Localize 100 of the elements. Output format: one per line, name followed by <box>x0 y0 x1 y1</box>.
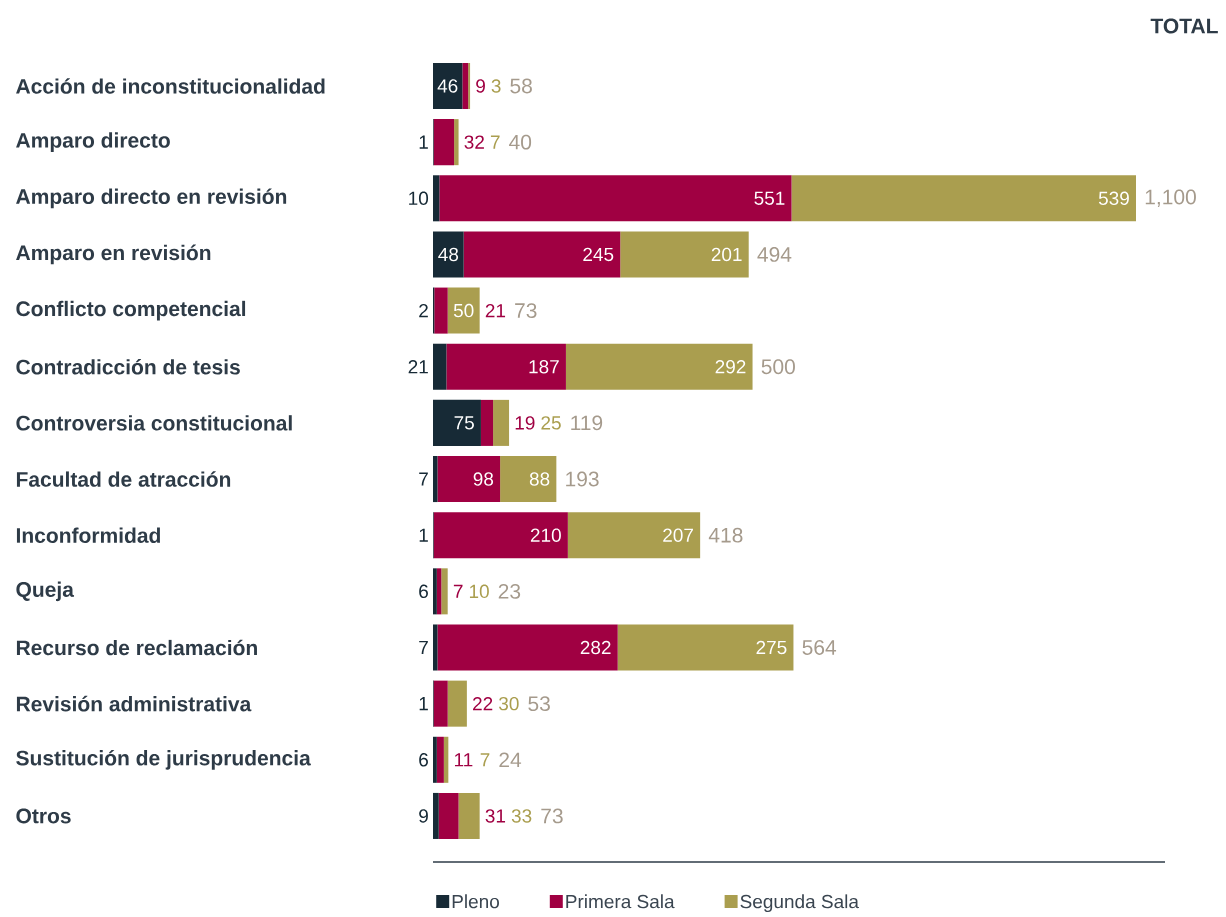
total-label: 1,100 <box>1145 189 1196 207</box>
data-label: 30 <box>499 696 519 711</box>
data-label: 275 <box>756 640 787 655</box>
data-label: 539 <box>1098 191 1129 206</box>
total-label: 119 <box>571 415 603 431</box>
y-tick-label: Amparo directo en revisión <box>16 188 287 209</box>
bar <box>454 119 459 166</box>
data-label: 6 <box>419 584 428 599</box>
total-label: 193 <box>566 471 599 487</box>
bar <box>493 399 510 446</box>
bar <box>437 624 618 671</box>
text: TOTAL <box>1150 18 1218 34</box>
bar <box>433 231 464 278</box>
y-tick-label: Inconformidad <box>16 527 160 543</box>
y-tick-label: Controversia constitucional <box>16 415 292 431</box>
data-label: 551 <box>754 191 785 205</box>
bar <box>437 456 501 503</box>
bar <box>433 792 439 839</box>
data-label: 50 <box>453 303 474 318</box>
bar <box>446 343 566 390</box>
data-label: 48 <box>438 247 459 262</box>
y-tick-label: Acción de inconstitucionalidad <box>16 78 325 94</box>
legend-label: Pleno <box>452 894 499 909</box>
data-label: 11 <box>454 753 473 767</box>
y-tick-label: Amparo en revisión <box>16 244 211 265</box>
y-tick-label: Contradicción de tesis <box>16 358 240 375</box>
y-tick-label: Facultad de atracción <box>16 471 231 487</box>
y-tick-label: Queja <box>16 581 75 602</box>
bar <box>447 287 480 334</box>
bar <box>436 736 444 783</box>
data-label: 9 <box>419 809 428 823</box>
bar <box>433 512 568 559</box>
data-label: 33 <box>511 809 532 823</box>
bar <box>447 680 467 727</box>
bar <box>433 119 455 166</box>
bar <box>433 175 440 222</box>
bar <box>433 624 438 671</box>
data-label: 7 <box>419 640 428 655</box>
bar <box>433 399 481 446</box>
data-label: 9 <box>476 79 485 93</box>
bar <box>500 456 557 503</box>
bar <box>617 624 794 671</box>
total-label: 24 <box>499 752 522 768</box>
total-label: 494 <box>757 247 792 262</box>
data-label: 10 <box>409 191 429 206</box>
data-label: 7 <box>480 753 490 767</box>
y-tick-label: Amparo directo <box>16 132 170 152</box>
data-label: 88 <box>529 472 550 486</box>
data-label: 10 <box>469 584 489 599</box>
data-label: 7 <box>419 472 428 486</box>
data-label: 98 <box>473 472 494 486</box>
data-label: 25 <box>541 416 561 430</box>
data-label: 31 <box>485 809 506 823</box>
data-label: 21 <box>408 360 428 374</box>
data-label: 46 <box>437 79 458 93</box>
legend-label: Segunda Sala <box>740 894 859 913</box>
data-label: 245 <box>583 247 614 262</box>
legend-label: Primera Sala <box>566 894 675 909</box>
bar <box>433 680 448 727</box>
data-label: 210 <box>530 528 561 542</box>
total-label: 40 <box>509 134 532 150</box>
data-label: 2 <box>419 303 428 318</box>
data-label: 1 <box>419 135 428 149</box>
total-label: 500 <box>761 359 795 375</box>
data-label: 21 <box>485 303 506 318</box>
total-label: 418 <box>708 527 743 543</box>
data-label: 1 <box>419 697 428 711</box>
bar <box>480 399 494 446</box>
y-tick-label: Otros <box>16 808 71 824</box>
data-label: 187 <box>529 360 559 374</box>
y-tick-label: Revisión administrativa <box>16 695 252 712</box>
data-label: 207 <box>663 528 693 542</box>
bar <box>433 62 463 110</box>
data-label: 19 <box>515 416 535 430</box>
bar <box>433 568 437 615</box>
bar <box>462 62 469 110</box>
data-label: 75 <box>454 416 474 430</box>
bar <box>441 568 448 615</box>
data-label: 7 <box>490 135 500 149</box>
bar <box>433 343 447 390</box>
data-label: 201 <box>711 247 742 262</box>
bar <box>567 512 701 559</box>
bar <box>458 792 480 839</box>
data-label: 32 <box>464 135 484 149</box>
bar <box>791 175 1136 222</box>
bar <box>438 792 459 839</box>
total-label: 23 <box>498 583 521 599</box>
total-label: 73 <box>515 303 537 319</box>
total-label: 73 <box>541 808 563 824</box>
bar <box>463 231 621 278</box>
data-label: 1 <box>419 528 428 542</box>
total-label: 564 <box>802 640 837 655</box>
bar <box>565 343 753 390</box>
bar <box>433 736 437 783</box>
data-label: 282 <box>580 640 611 655</box>
data-label: 292 <box>715 360 746 374</box>
bar <box>434 287 448 334</box>
bar <box>439 175 792 222</box>
data-label: 3 <box>491 79 501 93</box>
data-label: 22 <box>473 697 493 711</box>
